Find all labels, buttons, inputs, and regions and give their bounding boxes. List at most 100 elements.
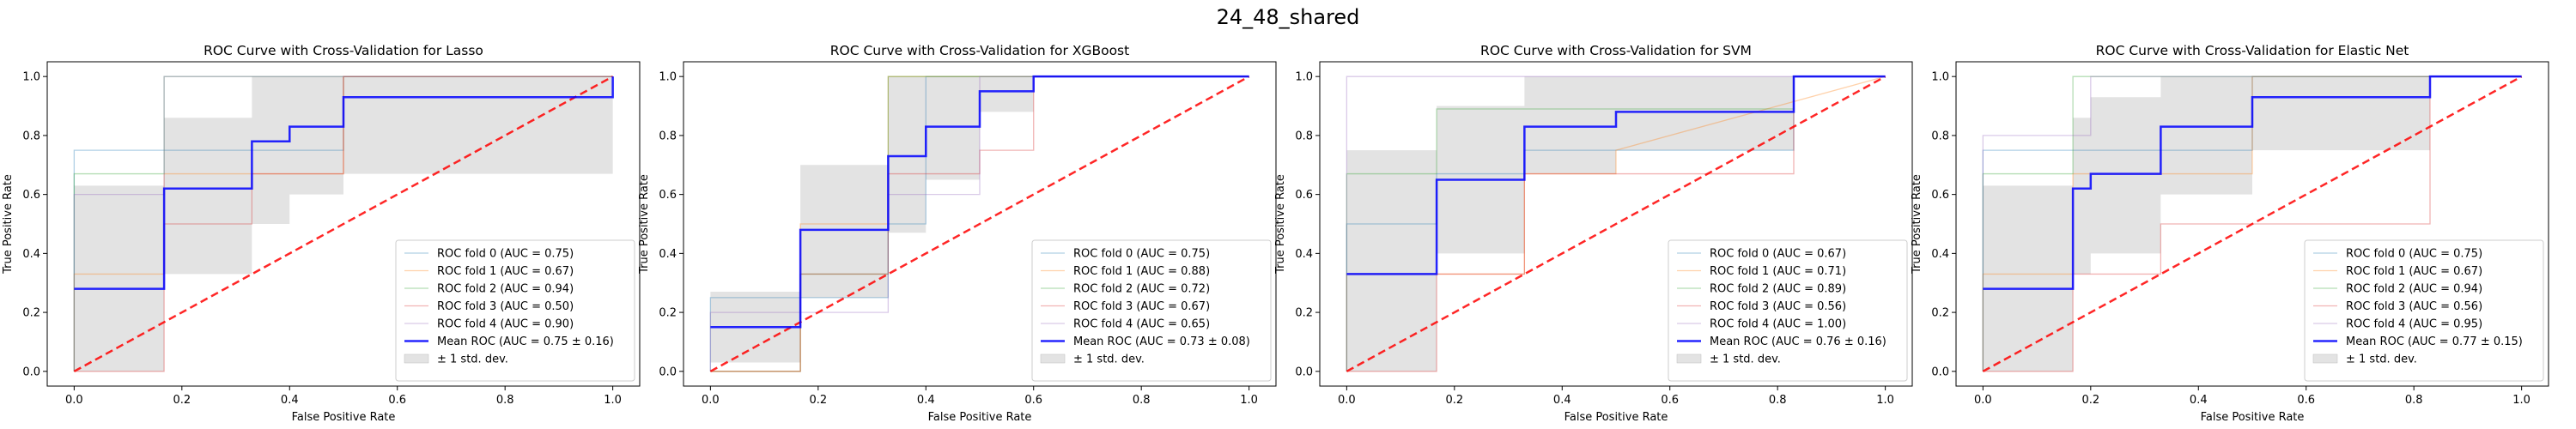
legend-entry-label: ROC fold 1 (AUC = 0.67) bbox=[2346, 265, 2482, 278]
x-tick-label: 1.0 bbox=[1876, 394, 1894, 407]
chart-title: ROC Curve with Cross-Validation for Elas… bbox=[2096, 43, 2409, 58]
legend-entry-label: ± 1 std. dev. bbox=[437, 353, 508, 366]
plot-area bbox=[1982, 75, 2523, 372]
legend-entry-label: ROC fold 0 (AUC = 0.67) bbox=[1710, 248, 1846, 261]
roc-fold-3-line bbox=[1983, 76, 2522, 372]
legend-entry-label: ROC fold 3 (AUC = 0.50) bbox=[437, 300, 574, 313]
legend-box bbox=[1031, 239, 1272, 382]
legend-handle-band bbox=[404, 353, 429, 364]
x-tick-label: 0.8 bbox=[1769, 394, 1787, 407]
legend-entry-label: ROC fold 2 (AUC = 0.89) bbox=[1710, 283, 1846, 296]
legend: ROC fold 0 (AUC = 0.75) ROC fold 1 (AUC =… bbox=[1031, 239, 1272, 382]
y-tick-label: 0.8 bbox=[1295, 130, 1313, 142]
legend-entry-label: ROC fold 0 (AUC = 0.75) bbox=[437, 248, 574, 261]
legend-entry-label: ± 1 std. dev. bbox=[1073, 353, 1145, 366]
x-tick-label: 0.2 bbox=[2081, 394, 2099, 407]
legend-entry-label: ROC fold 3 (AUC = 0.67) bbox=[1073, 300, 1210, 313]
x-tick-label: 0.2 bbox=[809, 394, 827, 407]
y-axis-label: True Positive Rate bbox=[1911, 174, 1923, 275]
y-tick-label: 0.4 bbox=[1295, 248, 1313, 261]
plot-area bbox=[1346, 75, 1886, 372]
roc-fold-0-line bbox=[73, 76, 613, 372]
legend-entry-label: Mean ROC (AUC = 0.73 ± 0.08) bbox=[1073, 335, 1250, 348]
chart-title: ROC Curve with Cross-Validation for XGBo… bbox=[830, 43, 1129, 58]
legend-entry-label: ROC fold 3 (AUC = 0.56) bbox=[2346, 300, 2482, 313]
y-axis-label: True Positive Rate bbox=[638, 174, 651, 275]
x-tick-label: 0.6 bbox=[388, 394, 406, 407]
mean-roc-line bbox=[1983, 75, 2522, 290]
legend-entry-label: ROC fold 2 (AUC = 0.94) bbox=[437, 283, 574, 296]
legend-entry-label: ROC fold 4 (AUC = 1.00) bbox=[1710, 318, 1846, 331]
y-tick-label: 1.0 bbox=[1931, 71, 1949, 84]
roc-panel-0: 0.0 0.2 0.4 0.6 0.8 1.0 0.0 0.2 0.4 0.6 0.8 1.0 ROC … bbox=[2, 43, 641, 424]
x-tick-label: 0.6 bbox=[2297, 394, 2315, 407]
legend: ROC fold 0 (AUC = 0.67) ROC fold 1 (AUC =… bbox=[1668, 239, 1908, 382]
y-tick-label: 0.2 bbox=[1295, 307, 1313, 320]
mean-roc-line bbox=[1346, 75, 1886, 275]
y-tick-label: 0.2 bbox=[22, 307, 40, 320]
x-tick-label: 0.8 bbox=[2405, 394, 2423, 407]
x-tick-label: 0.4 bbox=[2190, 394, 2208, 407]
y-tick-label: 1.0 bbox=[1295, 71, 1313, 84]
mean-roc-line bbox=[74, 76, 614, 290]
std-band bbox=[710, 76, 1249, 363]
x-tick-label: 0.0 bbox=[702, 394, 720, 407]
x-tick-label: 0.2 bbox=[1445, 394, 1463, 407]
y-tick-label: 0.6 bbox=[1931, 189, 1949, 202]
legend-entry-label: ± 1 std. dev. bbox=[2346, 353, 2417, 366]
legend-box bbox=[1668, 239, 1908, 382]
y-tick-label: 0.2 bbox=[659, 307, 677, 320]
chance-line bbox=[73, 76, 614, 372]
chance-line bbox=[1346, 76, 1886, 372]
roc-fold-0-line bbox=[1982, 76, 2522, 372]
x-axis-label: False Positive Rate bbox=[292, 411, 396, 424]
roc-fold-1-line bbox=[710, 76, 1249, 372]
legend-handle-band bbox=[1676, 353, 1702, 364]
legend-entry-label: Mean ROC (AUC = 0.77 ± 0.15) bbox=[2346, 335, 2523, 348]
chart-title: ROC Curve with Cross-Validation for SVM bbox=[1480, 43, 1752, 58]
roc-fold-3-line bbox=[74, 76, 613, 372]
y-tick-label: 0.8 bbox=[22, 130, 40, 142]
roc-fold-2-line bbox=[73, 76, 613, 372]
legend-box bbox=[2304, 239, 2544, 382]
x-tick-label: 0.8 bbox=[496, 394, 514, 407]
y-axis-label: True Positive Rate bbox=[1274, 174, 1287, 275]
axes-frame bbox=[46, 61, 641, 387]
x-tick-label: 0.0 bbox=[1974, 394, 1992, 407]
roc-fold-2-line bbox=[710, 76, 1249, 372]
axes-frame bbox=[683, 61, 1277, 387]
y-tick-label: 0.0 bbox=[659, 366, 677, 378]
legend-entry-label: ROC fold 1 (AUC = 0.71) bbox=[1710, 265, 1846, 278]
legend-entry-label: ROC fold 4 (AUC = 0.95) bbox=[2346, 318, 2482, 331]
legend-entry-label: ROC fold 4 (AUC = 0.90) bbox=[437, 318, 574, 331]
x-tick-label: 0.4 bbox=[917, 394, 935, 407]
roc-panel-1: 0.0 0.2 0.4 0.6 0.8 1.0 0.0 0.2 0.4 0.6 0.8 1.0 ROC … bbox=[638, 43, 1277, 424]
roc-fold-1-line bbox=[1982, 76, 2522, 372]
legend-entry-label: ROC fold 3 (AUC = 0.56) bbox=[1710, 300, 1846, 313]
x-axis-label: False Positive Rate bbox=[2201, 411, 2305, 424]
legend-entry-label: ± 1 std. dev. bbox=[1710, 353, 1781, 366]
figure-suptitle: 24_48_shared bbox=[1216, 5, 1360, 29]
legend: ROC fold 0 (AUC = 0.75) ROC fold 1 (AUC =… bbox=[2304, 239, 2544, 382]
legend-entry-label: ROC fold 1 (AUC = 0.88) bbox=[1073, 265, 1210, 278]
mean-roc-line bbox=[710, 75, 1249, 329]
legend-handle-band bbox=[1040, 353, 1066, 364]
y-tick-label: 1.0 bbox=[22, 71, 40, 84]
y-tick-label: 0.6 bbox=[22, 189, 40, 202]
legend-entry-label: ROC fold 2 (AUC = 0.94) bbox=[2346, 283, 2482, 296]
legend-entry-label: Mean ROC (AUC = 0.76 ± 0.16) bbox=[1710, 335, 1886, 348]
chance-line bbox=[1982, 76, 2523, 372]
x-tick-label: 1.0 bbox=[2512, 394, 2530, 407]
x-tick-label: 0.8 bbox=[1133, 394, 1151, 407]
x-tick-label: 0.0 bbox=[1338, 394, 1356, 407]
x-axis-label: False Positive Rate bbox=[1564, 411, 1668, 424]
y-tick-label: 0.8 bbox=[659, 130, 677, 142]
legend-entry-label: Mean ROC (AUC = 0.75 ± 0.16) bbox=[437, 335, 614, 348]
x-tick-label: 0.0 bbox=[65, 394, 83, 407]
x-tick-label: 0.4 bbox=[281, 394, 299, 407]
x-tick-label: 0.6 bbox=[1024, 394, 1042, 407]
x-axis-label: False Positive Rate bbox=[928, 411, 1032, 424]
x-tick-label: 0.6 bbox=[1661, 394, 1679, 407]
roc-fold-4-line bbox=[73, 76, 613, 372]
